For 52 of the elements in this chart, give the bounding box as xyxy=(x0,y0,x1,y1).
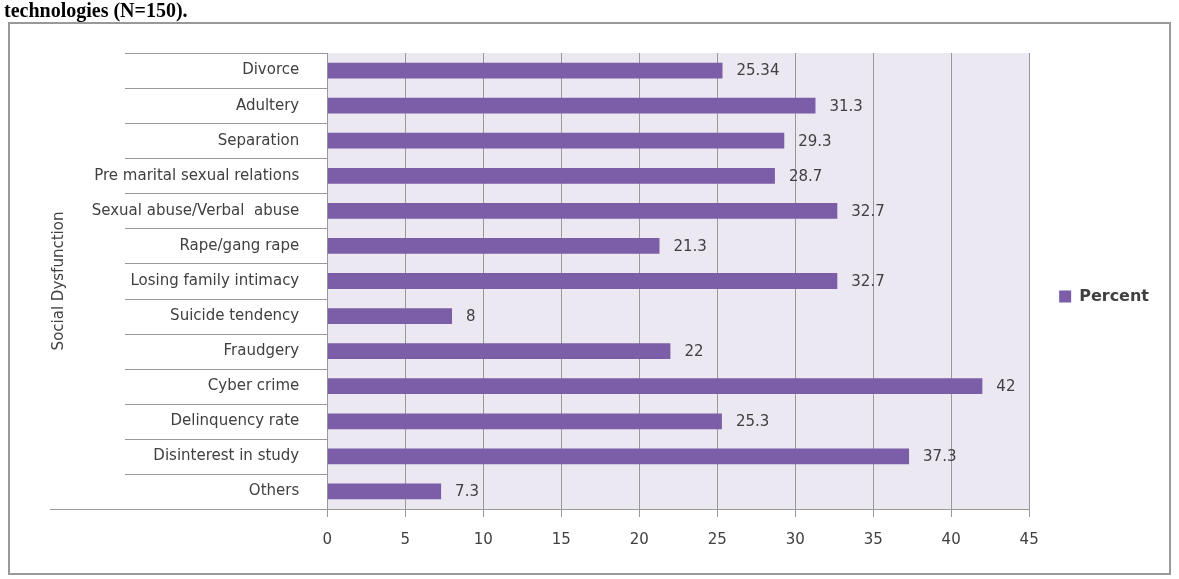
y-tick-label: Pre marital sexual relations xyxy=(94,165,300,184)
x-tick-label: 5 xyxy=(400,529,411,548)
x-tick-label: 40 xyxy=(941,529,961,548)
data-label: 42 xyxy=(996,377,1016,396)
data-label: 32.7 xyxy=(851,271,885,290)
x-tick-label: 45 xyxy=(1019,529,1039,548)
bar xyxy=(327,413,722,430)
x-tick-label: 25 xyxy=(707,529,727,548)
bar xyxy=(327,238,660,254)
y-tick-label: Fraudgery xyxy=(223,341,300,360)
x-tick-label: 15 xyxy=(551,529,571,548)
data-label: 25.3 xyxy=(735,412,770,431)
bar xyxy=(327,273,838,289)
bar xyxy=(327,132,785,149)
data-label: 28.7 xyxy=(788,166,823,185)
y-tick-label: Divorce xyxy=(242,60,300,79)
data-label: 32.7 xyxy=(851,201,885,220)
y-axis-title: Social Dysfunction xyxy=(48,211,67,351)
y-tick-label: Delinquency rate xyxy=(170,411,300,430)
bar xyxy=(327,167,775,184)
y-tick-label: Separation xyxy=(217,130,300,149)
y-tick-label: Sexual abuse/Verbal abuse xyxy=(91,200,300,219)
data-label: 22 xyxy=(684,342,704,361)
bar xyxy=(327,308,453,324)
x-tick-label: 30 xyxy=(785,529,805,548)
y-tick-label: Adultery xyxy=(235,95,300,114)
x-tick-label: 10 xyxy=(473,529,493,548)
bar xyxy=(327,343,671,360)
x-tick-label: 35 xyxy=(863,529,883,548)
data-label: 31.3 xyxy=(829,96,863,115)
data-label: 7.3 xyxy=(455,482,479,501)
x-tick-label: 20 xyxy=(629,529,649,548)
y-tick-label: Suicide tendency xyxy=(170,305,300,324)
data-label: 21.3 xyxy=(673,236,707,255)
bar xyxy=(327,202,838,219)
bar xyxy=(327,97,816,114)
bar xyxy=(327,448,910,465)
data-label: 29.3 xyxy=(798,131,832,150)
y-tick-label: Others xyxy=(248,481,300,500)
text: technologies (N=150). xyxy=(3,0,189,21)
y-tick-label: Cyber crime xyxy=(207,376,300,395)
y-tick-label: Losing family intimacy xyxy=(130,270,300,289)
x-tick-label: 0 xyxy=(322,529,333,548)
legend-label: Percent xyxy=(1079,285,1150,305)
data-label: 37.3 xyxy=(923,447,957,466)
bar xyxy=(327,378,983,395)
y-tick-label: Disinterest in study xyxy=(153,446,300,465)
data-label: 25.34 xyxy=(736,61,780,80)
bar xyxy=(327,483,442,500)
bar xyxy=(327,62,723,79)
y-tick-label: Rape/gang rape xyxy=(179,235,300,254)
data-label: 8 xyxy=(466,306,476,325)
